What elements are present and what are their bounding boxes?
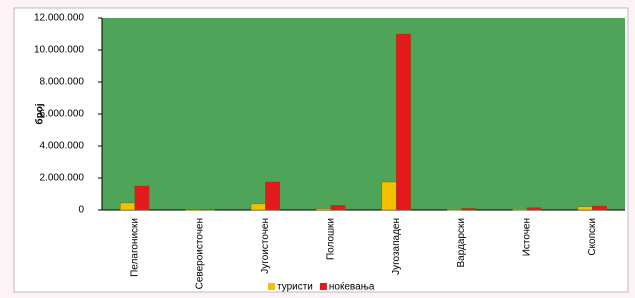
bar	[592, 206, 606, 210]
y-tick-label: 2.000.000	[40, 173, 85, 184]
y-tick-label: 10.000.000	[34, 45, 84, 56]
chart: број 02.000.0004.000.0006.000.0008.000.0…	[0, 0, 635, 298]
plot-area	[102, 18, 625, 210]
y-tick-label: 6.000.000	[40, 109, 85, 120]
y-tick-label: 12.000.000	[34, 13, 84, 24]
bar	[578, 207, 592, 210]
bar	[447, 210, 461, 211]
bar	[135, 186, 149, 210]
bar	[251, 204, 265, 210]
x-tick-label: Скопски	[587, 218, 598, 256]
legend-label: туристи	[277, 282, 313, 293]
x-tick-label: Полошки	[325, 218, 336, 260]
x-tick-label: Југоисточен	[260, 218, 271, 274]
bar	[331, 205, 345, 210]
legend-swatch	[268, 283, 275, 290]
y-tick-label: 4.000.000	[40, 141, 85, 152]
x-tick-label: Источен	[522, 218, 533, 256]
x-tick-label: Североисточен	[195, 218, 206, 289]
bar	[316, 209, 330, 210]
y-tick-label: 0	[78, 205, 84, 216]
x-tick-label: Вардарски	[456, 218, 467, 267]
bar	[120, 203, 134, 210]
bar	[382, 182, 396, 210]
bar	[200, 210, 214, 211]
legend-label: ноќевања	[329, 282, 375, 293]
x-tick-label: Пелагониски	[129, 218, 140, 277]
bar	[186, 210, 200, 211]
legend-swatch	[320, 283, 327, 290]
bar	[462, 208, 476, 210]
bar	[513, 209, 527, 210]
x-tick-label: Југозападен	[391, 218, 402, 275]
bar	[396, 34, 410, 210]
bar	[527, 208, 541, 210]
bar	[265, 182, 279, 210]
y-tick-label: 8.000.000	[40, 77, 85, 88]
